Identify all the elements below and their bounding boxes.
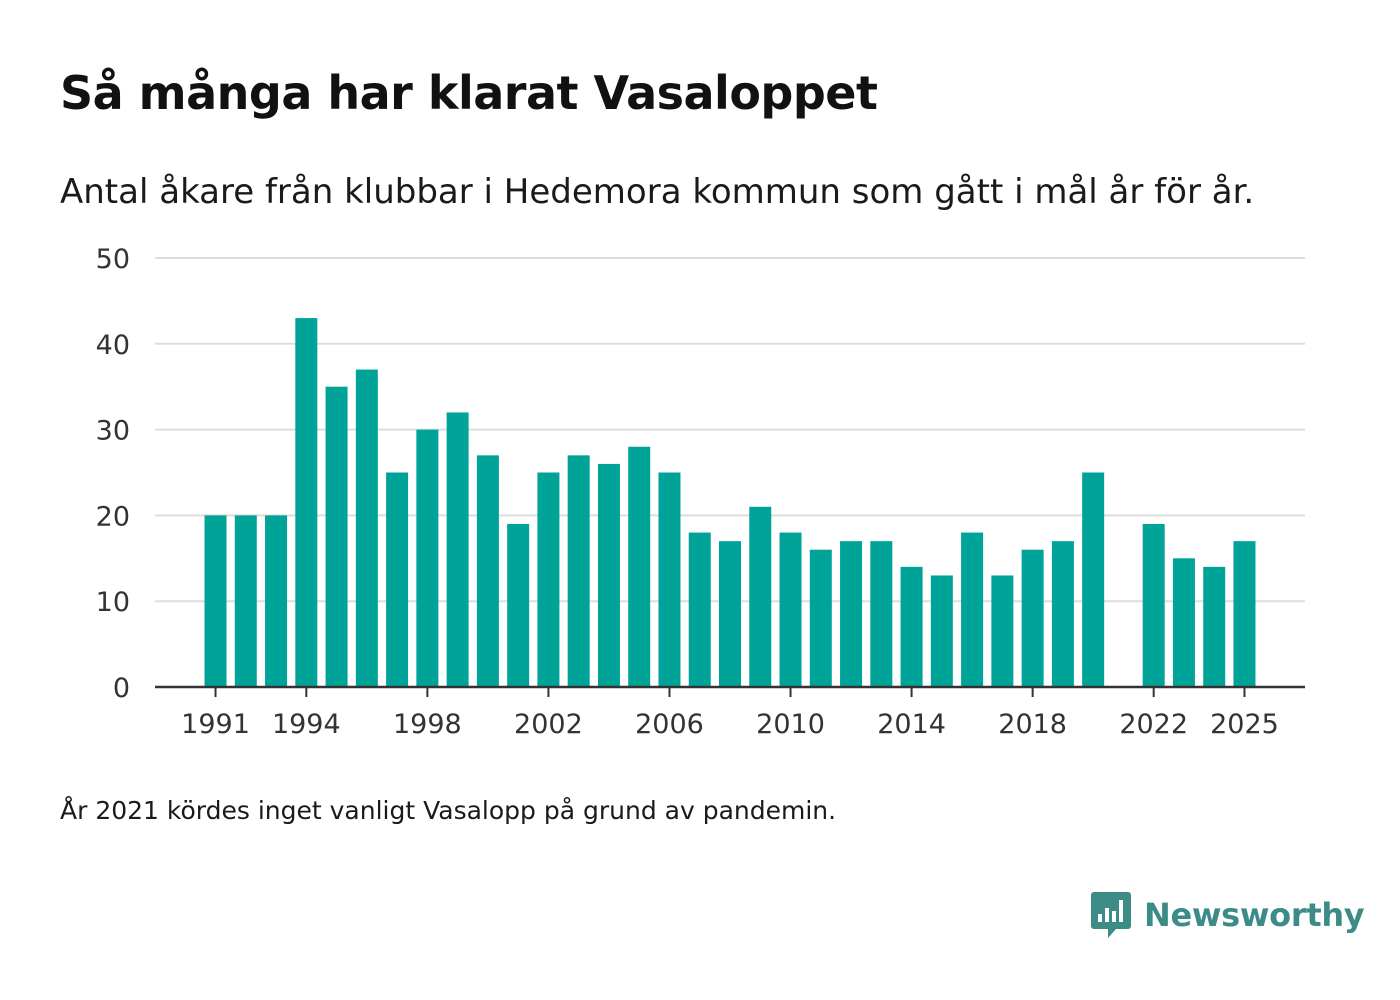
- x-tick-label: 2018: [998, 709, 1067, 740]
- bar-2006: [658, 472, 681, 687]
- bar-2002: [537, 472, 560, 687]
- bar-2005: [628, 446, 651, 687]
- bars: [204, 318, 1256, 687]
- y-tick-label: 40: [96, 330, 130, 361]
- y-tick-label: 0: [113, 673, 130, 704]
- bar-2024: [1203, 566, 1226, 687]
- bar-1992: [234, 515, 257, 687]
- y-tick-label: 30: [96, 416, 130, 447]
- bar-2013: [870, 541, 893, 687]
- bar-1998: [416, 429, 439, 687]
- bar-2011: [809, 549, 832, 687]
- newsworthy-logo[interactable]: Newsworthy: [1090, 890, 1365, 940]
- bar-2003: [567, 455, 590, 687]
- x-tick-label: 1994: [272, 709, 341, 740]
- x-tick-label: 1991: [181, 709, 250, 740]
- x-tick-label: 2025: [1210, 709, 1279, 740]
- footnote: År 2021 kördes inget vanligt Vasalopp på…: [60, 796, 837, 825]
- bar-2019: [1051, 541, 1074, 687]
- bar-2022: [1142, 523, 1165, 687]
- bar-1996: [355, 369, 378, 687]
- y-tick-label: 50: [96, 244, 130, 275]
- bar-1995: [325, 386, 348, 687]
- x-tick-label: 2006: [635, 709, 704, 740]
- bar-2020: [1082, 472, 1105, 687]
- bar-2004: [597, 463, 620, 687]
- bar-2010: [779, 532, 802, 687]
- x-tick-label: 2002: [514, 709, 583, 740]
- bar-2015: [930, 575, 953, 687]
- newsworthy-logo-text: Newsworthy: [1144, 896, 1365, 934]
- x-axis: [155, 685, 1305, 697]
- bar-2012: [840, 541, 863, 687]
- bar-1994: [295, 318, 318, 687]
- bar-2008: [719, 541, 741, 687]
- bar-1999: [446, 412, 469, 687]
- bar-2009: [749, 506, 772, 687]
- chart-title: Så många har klarat Vasaloppet: [60, 66, 878, 120]
- x-tick-label: 2022: [1119, 709, 1188, 740]
- newsworthy-logo-icon: [1091, 892, 1131, 938]
- bar-2007: [688, 532, 711, 687]
- bar-1991: [204, 515, 227, 687]
- bar-2018: [1021, 549, 1044, 687]
- bar-2023: [1172, 558, 1195, 687]
- bar-2014: [900, 566, 923, 687]
- y-tick-label: 20: [96, 501, 130, 532]
- x-tick-label: 2010: [756, 709, 825, 740]
- x-tick-label: 2014: [877, 709, 946, 740]
- chart-subtitle: Antal åkare från klubbar i Hedemora komm…: [60, 172, 1255, 212]
- bar-2001: [507, 523, 530, 687]
- bar-2017: [991, 575, 1014, 687]
- bar-2000: [476, 455, 499, 687]
- bar-2016: [961, 532, 984, 687]
- bar-1997: [386, 472, 409, 687]
- y-tick-label: 10: [96, 587, 130, 618]
- tick-labels: 0 10 20 30 40 50 1991 1994 1998 2002 2006 2010 2014 2…: [96, 244, 1279, 740]
- x-tick-label: 1998: [393, 709, 462, 740]
- bar-2025: [1233, 541, 1256, 687]
- bar-1993: [265, 515, 288, 687]
